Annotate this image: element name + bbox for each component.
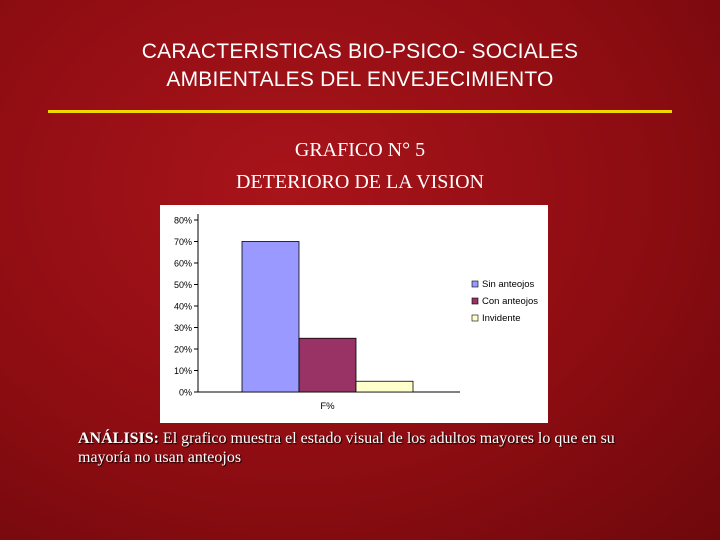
slide-title: CARACTERISTICAS BIO-PSICO- SOCIALES AMBI…: [0, 38, 720, 94]
y-tick-label: 0%: [179, 388, 192, 398]
title-divider: [48, 110, 672, 113]
y-tick-label: 70%: [174, 237, 192, 247]
bar-chart: 0% 10% 20% 30% 40% 50% 60% 70% 80% F% Sin anteojo…: [174, 214, 538, 412]
slide-title-line-2: AMBIENTALES DEL ENVEJECIMIENTO: [166, 68, 554, 91]
y-tick-label: 60%: [174, 259, 192, 269]
legend-label: Sin anteojos: [482, 279, 535, 290]
legend-label: Con anteojos: [482, 296, 538, 307]
slide-title-line-1: CARACTERISTICAS BIO-PSICO- SOCIALES: [141, 40, 579, 63]
x-tick-label: F%: [320, 401, 335, 412]
y-tick-label: 20%: [174, 345, 192, 355]
chart-heading: GRAFICO N° 5 DETERIORO DE LA VISION: [0, 134, 720, 198]
y-tick-label: 80%: [174, 216, 192, 226]
analysis-label: ANÁLISIS:: [78, 430, 159, 447]
y-tick-label: 40%: [174, 302, 192, 312]
legend-swatch: [471, 280, 479, 288]
y-tick-label: 10%: [174, 366, 192, 376]
analysis-note: ANÁLISIS: El grafico muestra el estado v…: [78, 429, 668, 467]
legend-label: Invidente: [482, 313, 521, 324]
y-tick-label: 50%: [174, 280, 192, 290]
chart-panel: 0% 10% 20% 30% 40% 50% 60% 70% 80% F% Sin anteojo…: [160, 205, 548, 423]
chart-number: GRAFICO N° 5: [294, 139, 426, 161]
bar-invidente: [355, 380, 414, 393]
analysis-text: El grafico muestra el estado visual de l…: [78, 430, 615, 466]
bar-con-anteojos: [298, 337, 357, 393]
y-tick-label: 30%: [174, 323, 192, 333]
legend-swatch: [471, 297, 479, 305]
chart-subject: DETERIORO DE LA VISION: [236, 171, 484, 193]
bar-sin-anteojos: [241, 241, 300, 393]
legend-swatch: [471, 314, 479, 322]
